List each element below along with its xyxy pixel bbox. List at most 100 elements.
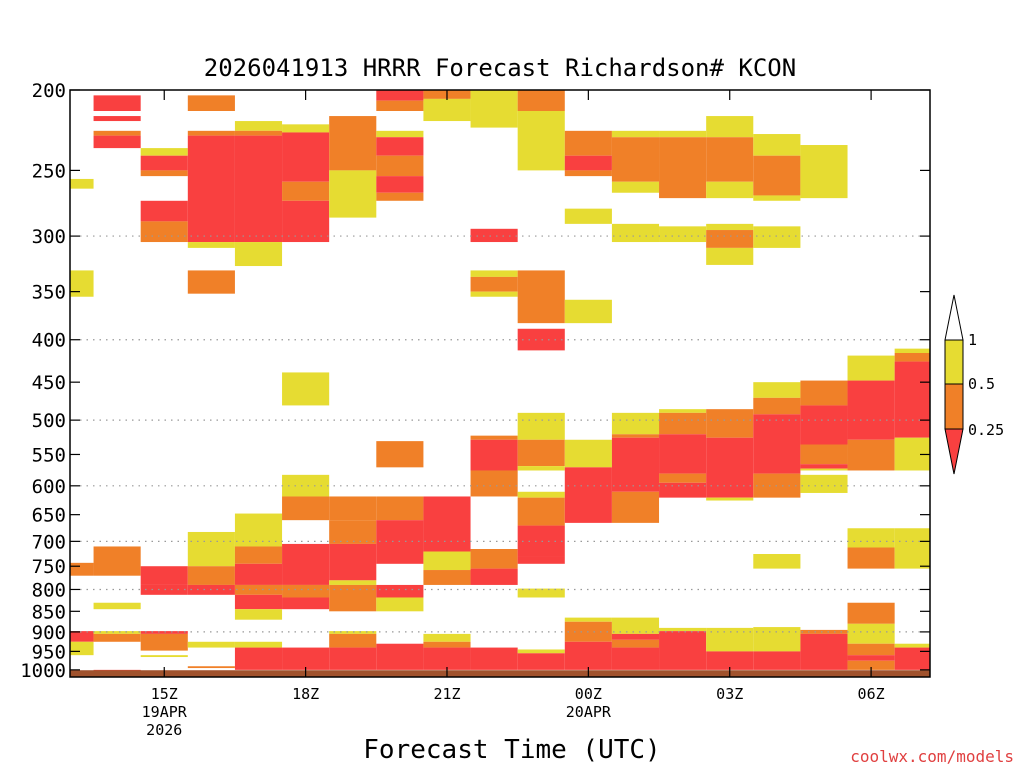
heatmap-cell [423,647,471,670]
heatmap-cell [329,116,377,171]
heatmap-cells [70,90,930,671]
heatmap-cell [282,474,330,497]
heatmap-cell [800,468,848,471]
heatmap-cell [140,155,188,171]
heatmap-cell [611,412,660,435]
heatmap-cell [376,520,424,564]
heatmap-cell [847,623,895,644]
heatmap-cell [376,597,424,612]
heatmap-cell [140,655,188,658]
heatmap-cell [659,409,707,413]
heatmap-cell [234,609,283,620]
chart-title: 2026041913 HRRR Forecast Richardson# KCO… [204,54,796,82]
y-tick-label: 900 [32,622,66,644]
colorbar: 1 0.5 0.25 [944,294,1004,475]
heatmap-cell [564,617,612,622]
heatmap-cell [753,382,801,398]
heatmap-cell [706,181,754,199]
heatmap-cell [423,551,471,571]
heatmap-cell [800,629,848,634]
y-tick-label: 1000 [20,660,66,682]
heatmap-cell [70,641,94,656]
y-tick-label: 650 [32,505,66,527]
heatmap-cell [517,653,565,670]
heatmap-cell [187,270,235,294]
heatmap-cell [517,556,565,564]
heatmap-cell [753,195,801,201]
heatmap-cell [847,547,895,569]
colorbar-segment [944,383,964,430]
heatmap-cell [140,170,188,177]
heatmap-cell [564,208,612,224]
heatmap-cell [140,631,188,634]
heatmap-cell [753,397,801,415]
heatmap-cell [847,655,895,661]
heatmap-cell [659,631,707,670]
heatmap-cell [376,441,424,468]
heatmap-cell [187,531,235,567]
heatmap-cell [706,137,754,182]
credit-text: coolwx.com/models [850,747,1014,766]
y-tick-label: 600 [32,476,66,498]
heatmap-cell [894,361,930,438]
heatmap-cell [753,134,801,156]
heatmap-cell [93,631,141,634]
heatmap-cell [611,181,660,193]
heatmap-cell [234,584,283,595]
heatmap-cell [659,137,707,199]
heatmap-cell [234,135,283,243]
heatmap-cell [234,121,283,131]
heatmap-cell [423,570,471,585]
heatmap-cell [659,473,707,483]
heatmap-cell [282,132,330,182]
heatmap-cell [611,639,660,648]
heatmap-cell [847,439,895,471]
y-axis: 200 250 300 350 400 450 500 550 600 650 700 7508008… [20,80,930,682]
heatmap-cell [800,474,848,493]
heatmap-cell [329,520,377,544]
heatmap-cell [800,464,848,469]
heatmap-cell [470,470,518,497]
heatmap-cell [70,178,94,189]
heatmap-cell [376,496,424,521]
heatmap-cell [376,155,424,177]
heatmap-cell [234,513,283,547]
heatmap-cell [93,116,141,122]
heatmap-cell [706,627,754,652]
heatmap-cell [282,543,330,585]
y-tick-label: 350 [32,282,66,304]
heatmap-cell [234,563,283,585]
heatmap-cell [753,226,801,248]
heatmap-cell [753,414,801,474]
heatmap-cell [234,594,283,610]
x-tick-label: 15Z [151,685,178,703]
colorbar-label: 0.25 [968,421,1004,439]
heatmap-cell [423,633,471,642]
heatmap-cell [611,137,660,182]
heatmap-cell [659,226,707,243]
heatmap-cell [93,546,141,576]
heatmap-cell [706,651,754,670]
heatmap-cell [847,355,895,381]
heatmap-cell [423,98,471,122]
heatmap-cell [234,242,283,267]
x-tick-label: 21Z [433,685,460,703]
heatmap-cell [894,352,930,362]
heatmap-cell [706,437,754,498]
heatmap-cell [611,130,660,138]
heatmap-cell [93,95,141,111]
y-tick-label: 200 [32,80,66,102]
heatmap-cell [376,584,424,598]
heatmap-cell [611,223,660,243]
heatmap-cell [470,270,518,277]
heatmap-cell [564,467,612,523]
heatmap-cell [659,412,707,435]
heatmap-cell [517,466,565,471]
heatmap-cell [517,90,565,111]
heatmap-cell [376,90,424,101]
heatmap-cell [93,135,141,149]
heatmap-cell [659,627,707,632]
plot-frame [69,89,931,678]
y-tick-label: 850 [32,601,66,623]
heatmap-cell [470,568,518,585]
